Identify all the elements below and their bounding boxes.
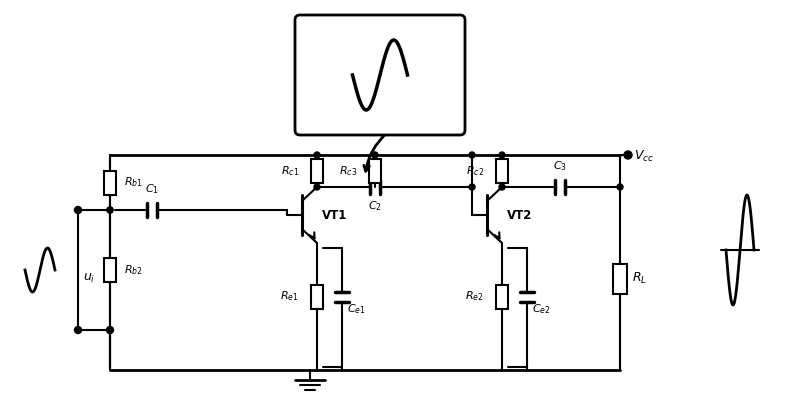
Text: $C_2$: $C_2$ bbox=[368, 199, 382, 213]
Circle shape bbox=[75, 207, 81, 213]
Text: $R_{c1}$: $R_{c1}$ bbox=[281, 164, 299, 178]
Text: $R_{c3}$: $R_{c3}$ bbox=[339, 164, 357, 178]
Circle shape bbox=[106, 326, 114, 333]
Circle shape bbox=[469, 152, 475, 158]
Circle shape bbox=[499, 152, 505, 158]
Text: $C_1$: $C_1$ bbox=[145, 182, 159, 196]
Circle shape bbox=[499, 184, 505, 190]
Circle shape bbox=[314, 184, 320, 190]
FancyBboxPatch shape bbox=[104, 171, 116, 194]
FancyBboxPatch shape bbox=[369, 159, 381, 183]
Text: $C_{e1}$: $C_{e1}$ bbox=[347, 302, 365, 316]
FancyBboxPatch shape bbox=[295, 15, 465, 135]
Text: $R_{b1}$: $R_{b1}$ bbox=[124, 176, 143, 189]
FancyBboxPatch shape bbox=[496, 159, 508, 183]
Circle shape bbox=[75, 326, 81, 333]
FancyBboxPatch shape bbox=[311, 284, 323, 309]
Text: $u_i$: $u_i$ bbox=[83, 271, 95, 285]
FancyBboxPatch shape bbox=[311, 159, 323, 183]
Circle shape bbox=[107, 207, 113, 213]
Text: $V_{cc}$: $V_{cc}$ bbox=[634, 148, 654, 163]
Text: $R_{b2}$: $R_{b2}$ bbox=[124, 263, 142, 277]
Text: $R_{e2}$: $R_{e2}$ bbox=[465, 290, 484, 303]
Text: $R_L$: $R_L$ bbox=[632, 271, 647, 286]
Text: $C_3$: $C_3$ bbox=[553, 159, 567, 173]
Circle shape bbox=[617, 184, 623, 190]
FancyBboxPatch shape bbox=[104, 258, 116, 282]
Circle shape bbox=[469, 184, 475, 190]
Text: $R_{e1}$: $R_{e1}$ bbox=[280, 290, 299, 303]
Circle shape bbox=[372, 152, 378, 158]
Text: VT1: VT1 bbox=[322, 208, 348, 221]
FancyBboxPatch shape bbox=[496, 284, 508, 309]
Circle shape bbox=[314, 152, 320, 158]
Circle shape bbox=[624, 151, 632, 159]
Text: $R_{c2}$: $R_{c2}$ bbox=[466, 164, 484, 178]
FancyBboxPatch shape bbox=[613, 263, 627, 294]
Text: VT2: VT2 bbox=[507, 208, 532, 221]
Text: $C_{e2}$: $C_{e2}$ bbox=[532, 302, 551, 316]
Circle shape bbox=[107, 207, 113, 213]
